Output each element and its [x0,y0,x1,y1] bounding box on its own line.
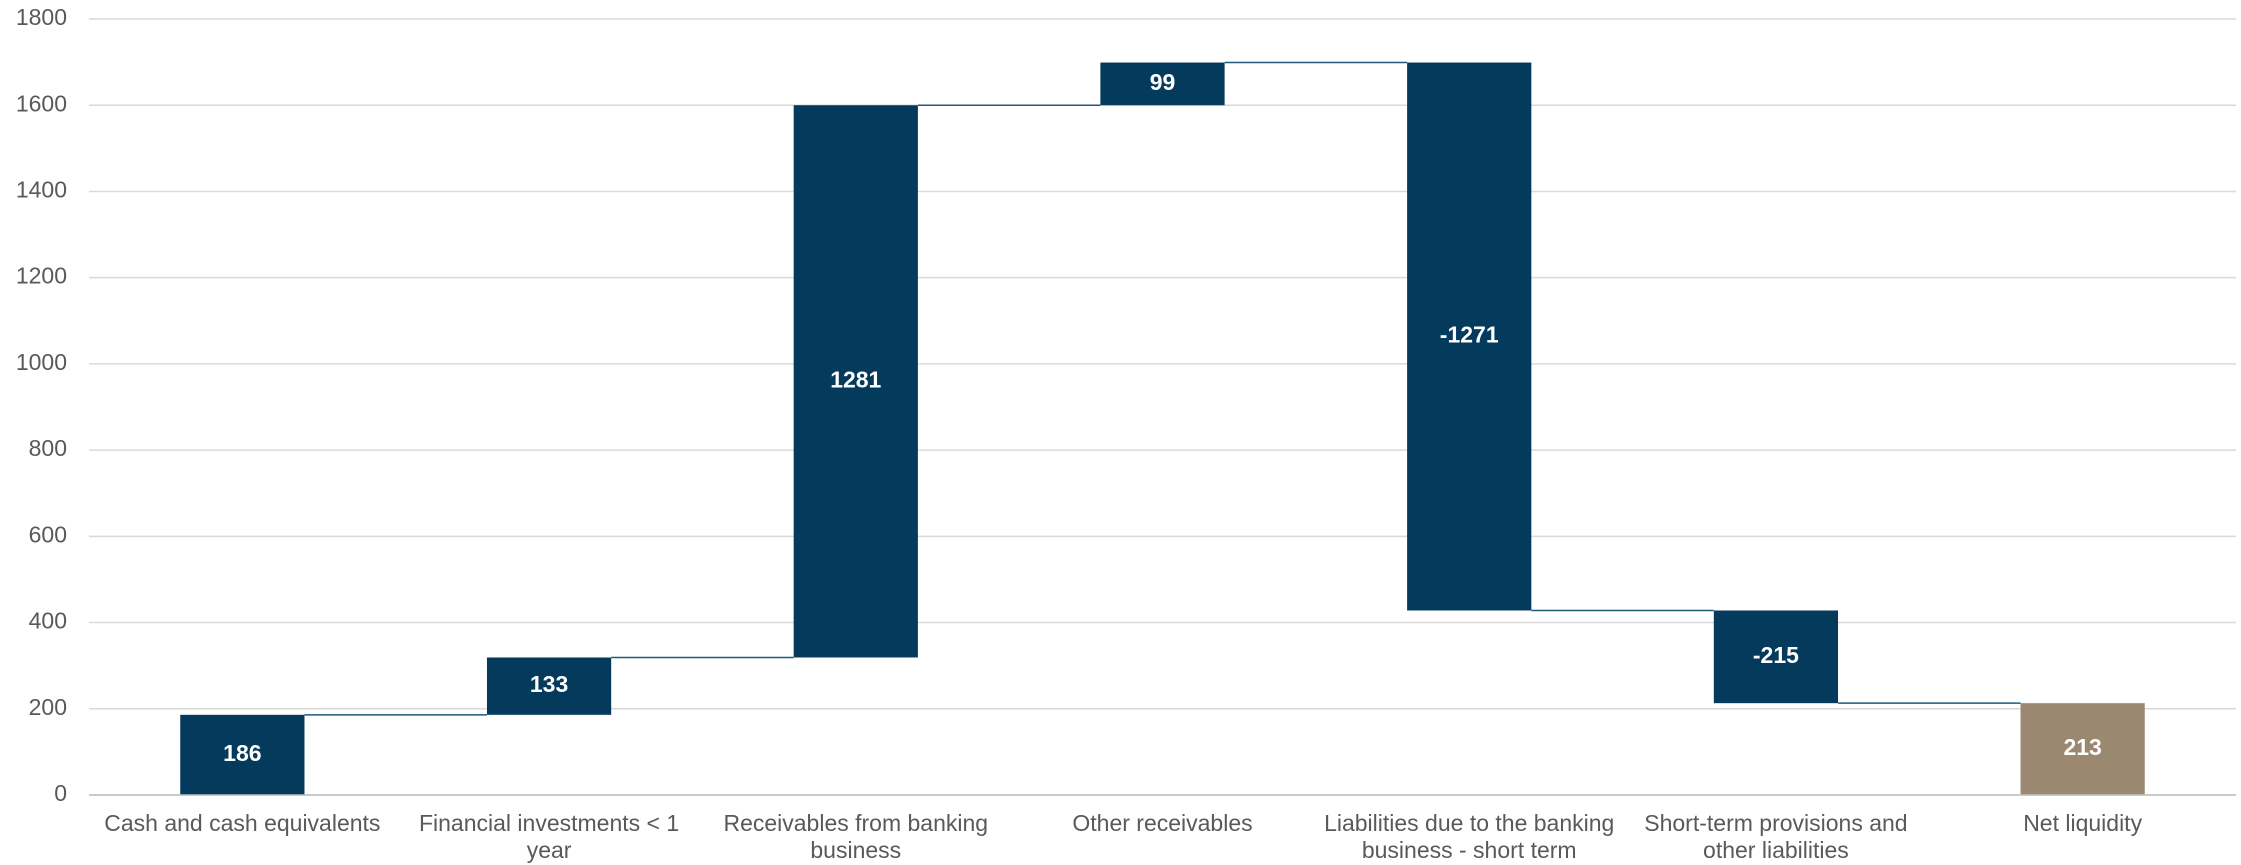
y-tick-label: 1600 [16,90,67,116]
data-label: 213 [2063,734,2101,760]
bar [180,714,305,795]
x-tick-label: Liabilities due to the banking business … [1324,810,1615,863]
y-tick-label: 200 [29,694,67,720]
bar [793,105,918,658]
x-tick-label: Other receivables [1072,810,1253,836]
bar [2020,703,2145,795]
data-label: -215 [1753,642,1799,668]
x-tick-label: Short-term provisions and other liabilit… [1644,810,1908,863]
bar [1100,62,1225,106]
data-label: 186 [223,740,261,766]
data-label: -1271 [1440,322,1499,348]
y-tick-label: 1400 [16,177,67,203]
y-tick-label: 1800 [16,4,67,30]
x-tick-label: Receivables from banking business [723,810,989,863]
x-tick-label: Financial investments < 1 year [418,810,680,863]
x-tick-label: Cash and cash equivalents [104,810,381,836]
data-label: 1281 [830,366,881,392]
y-tick-label: 800 [29,435,67,461]
x-tick-label: Net liquidity [2023,810,2143,836]
data-label: 133 [530,671,568,697]
bar [486,657,612,715]
y-tick-label: 600 [29,521,67,547]
y-tick-label: 0 [54,780,67,806]
bar [1713,610,1839,704]
data-label: 99 [1150,69,1176,95]
y-tick-label: 400 [29,608,67,634]
bar [1407,62,1532,611]
y-tick-label: 1000 [16,349,67,375]
y-tick-label: 1200 [16,263,67,289]
